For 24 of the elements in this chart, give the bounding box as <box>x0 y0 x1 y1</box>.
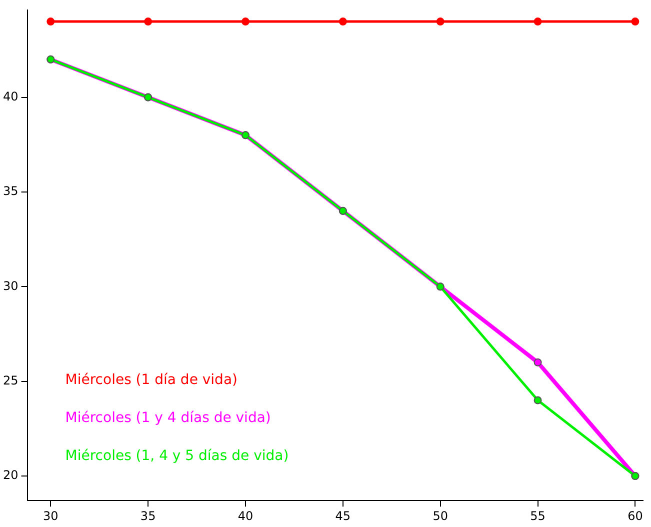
point <box>534 396 542 404</box>
y-tick-label: 40 <box>2 89 18 104</box>
text: Miércoles (1 y 4 días de vida) <box>65 410 271 426</box>
point <box>534 358 542 366</box>
point <box>631 18 640 26</box>
point <box>338 18 347 26</box>
x-tick-label: 35 <box>140 508 156 523</box>
x-tick-label: 60 <box>628 508 643 523</box>
point <box>534 18 542 26</box>
point <box>144 18 152 26</box>
point <box>242 18 250 26</box>
x-tick-label: 45 <box>335 508 351 523</box>
y-tick-label: 30 <box>2 278 18 293</box>
x-tick-label: 50 <box>432 508 448 523</box>
x-tick-label: 55 <box>530 508 546 523</box>
text: Miércoles (1 día de vida) <box>65 372 238 388</box>
point <box>46 18 55 26</box>
y-tick-label: 20 <box>2 468 18 482</box>
y-tick-label: 35 <box>2 184 18 198</box>
x-tick-label: 30 <box>43 508 58 523</box>
x-tick-label: 40 <box>238 508 254 523</box>
y-tick-label: 25 <box>2 373 18 388</box>
text: Miércoles (1, 4 y 5 días de vida) <box>65 448 289 464</box>
point <box>436 18 444 26</box>
